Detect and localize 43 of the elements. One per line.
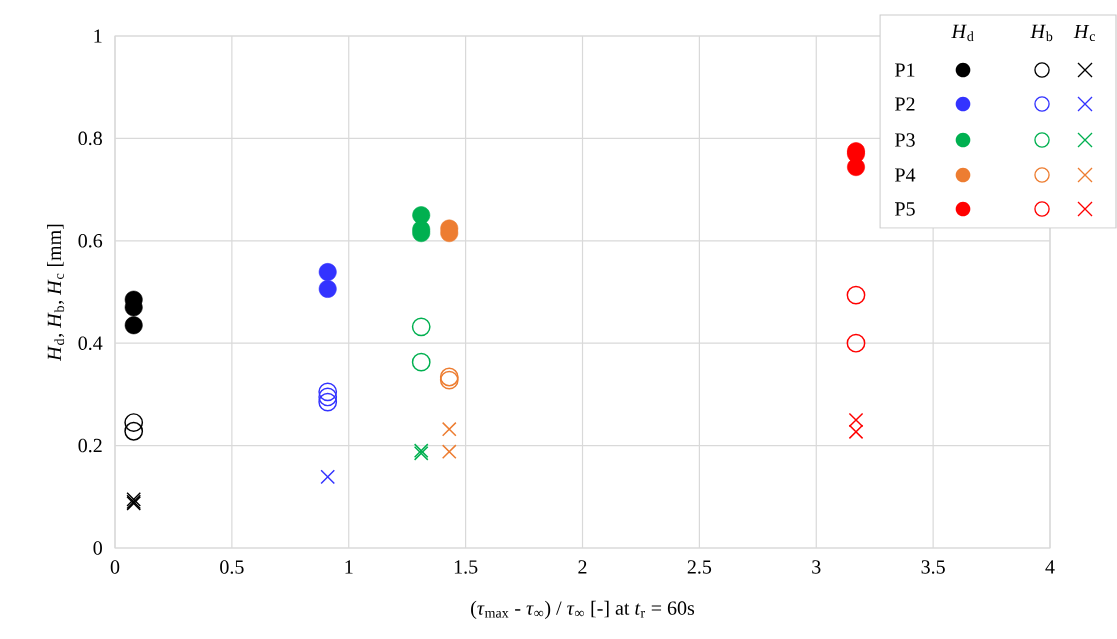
x-tick-label: 3.5: [921, 560, 945, 574]
x-tick-label: 2: [578, 560, 587, 574]
text: H$_{c}$: [1073, 24, 1096, 42]
x-tick-label: 0: [110, 560, 120, 574]
point: [847, 158, 865, 176]
text: (τ$_{max}$ - τ$_{∞}$) / τ$_{∞}$ [-] at t$_{r}$ = 60s: [471, 600, 695, 619]
point: [441, 421, 457, 437]
y-tick-label: 0.8: [78, 131, 102, 146]
point: [318, 392, 338, 412]
annotation: H$_{d}$: [951, 24, 974, 42]
point: [848, 412, 864, 428]
y-tick-label: 0.6: [78, 234, 103, 248]
y-tick-label: 0.4: [78, 336, 103, 350]
y-tick-label: 0.2: [78, 438, 102, 453]
point: [411, 352, 431, 372]
legend-label: P1: [895, 63, 915, 77]
point: [846, 333, 866, 353]
point: [124, 413, 144, 432]
point: [318, 382, 338, 402]
point: [441, 444, 457, 460]
point: [124, 316, 143, 335]
annotation: H$_{b}$: [1030, 24, 1053, 42]
y-tick-label: 0: [93, 541, 102, 555]
y-tick-label: 1: [94, 29, 102, 43]
point: [411, 317, 431, 337]
x-tick-label: 2.5: [687, 560, 712, 574]
legend-label: P4: [895, 168, 916, 182]
x-tick-label: 3: [812, 560, 821, 574]
point: [318, 263, 337, 281]
point: [320, 469, 336, 485]
x-tick-label: 1: [345, 560, 353, 574]
x-tick-label: 4: [1045, 560, 1055, 574]
point: [848, 424, 864, 440]
point: [318, 387, 338, 407]
point: [318, 279, 337, 298]
legend-label: P5: [895, 202, 915, 216]
x-tick-label: 1.5: [454, 560, 478, 574]
point: [846, 285, 866, 305]
text: H$_{d}$, H$_{b}$, H$_{c}$ [mm]: [47, 224, 65, 362]
point: [124, 421, 144, 441]
legend-label: P3: [895, 133, 915, 147]
x-tick-label: 0.5: [220, 560, 244, 574]
legend-label: P2: [895, 97, 915, 111]
